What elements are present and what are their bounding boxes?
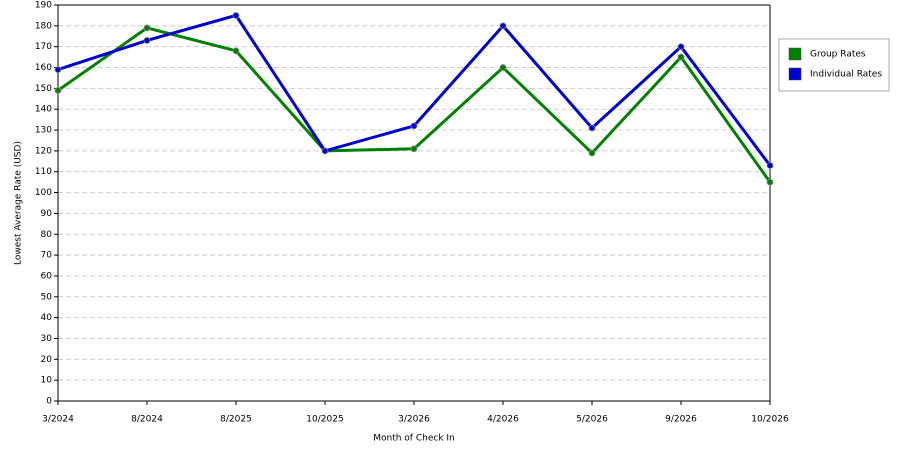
y-tick-label: 30 bbox=[41, 334, 53, 344]
data-point bbox=[54, 66, 62, 74]
data-point bbox=[410, 145, 418, 153]
data-point bbox=[766, 162, 774, 169]
data-point bbox=[321, 147, 329, 155]
data-point bbox=[588, 149, 596, 157]
data-point bbox=[143, 24, 151, 32]
x-tick-label: 5/2026 bbox=[576, 415, 608, 425]
x-tick-label: 8/2024 bbox=[131, 415, 163, 425]
y-tick-label: 160 bbox=[35, 63, 52, 73]
x-axis-label: Month of Check In bbox=[373, 434, 455, 444]
y-tick-label: 90 bbox=[41, 209, 53, 219]
legend-label: Individual Rates bbox=[810, 70, 882, 80]
y-tick-label: 190 bbox=[35, 1, 52, 11]
y-axis-label: Lowest Average Rate (USD) bbox=[14, 141, 24, 265]
x-tick-label: 4/2026 bbox=[487, 415, 519, 425]
y-tick-label: 20 bbox=[41, 355, 53, 365]
y-tick-label: 110 bbox=[35, 167, 52, 177]
data-point bbox=[143, 37, 151, 44]
x-tick-label: 9/2026 bbox=[665, 415, 697, 425]
data-point bbox=[499, 64, 507, 71]
legend-label: Group Rates bbox=[810, 50, 866, 60]
legend-box bbox=[778, 38, 890, 92]
data-point bbox=[54, 87, 62, 94]
y-tick-label: 130 bbox=[35, 126, 52, 136]
data-point bbox=[410, 122, 418, 130]
x-tick-label: 3/2026 bbox=[398, 415, 430, 425]
y-tick-label: 50 bbox=[41, 292, 53, 302]
x-tick-label: 10/2025 bbox=[306, 415, 343, 425]
x-tick-label: 8/2025 bbox=[220, 415, 252, 425]
data-point bbox=[232, 47, 240, 55]
y-tick-label: 140 bbox=[35, 105, 52, 115]
y-tick-label: 10 bbox=[41, 376, 53, 386]
data-point bbox=[232, 12, 240, 19]
legend-swatch bbox=[788, 47, 802, 61]
y-tick-label: 100 bbox=[35, 188, 52, 198]
y-tick-label: 170 bbox=[35, 42, 52, 52]
x-tick-label: 10/2026 bbox=[751, 415, 789, 425]
data-point bbox=[677, 53, 685, 61]
y-tick-label: 80 bbox=[41, 230, 53, 240]
y-tick-label: 120 bbox=[35, 146, 52, 156]
data-point bbox=[499, 22, 507, 30]
y-tick-label: 60 bbox=[41, 271, 53, 281]
legend-swatch bbox=[788, 67, 802, 81]
y-tick-label: 150 bbox=[35, 84, 52, 94]
y-tick-label: 180 bbox=[35, 21, 52, 31]
data-point bbox=[677, 43, 685, 51]
plot-area bbox=[58, 5, 770, 401]
y-tick-label: 70 bbox=[41, 251, 53, 261]
x-tick-label: 3/2024 bbox=[42, 415, 74, 425]
data-point bbox=[588, 124, 596, 132]
y-tick-label: 40 bbox=[41, 313, 53, 323]
data-point bbox=[766, 178, 774, 186]
y-tick-label: 0 bbox=[46, 397, 52, 407]
